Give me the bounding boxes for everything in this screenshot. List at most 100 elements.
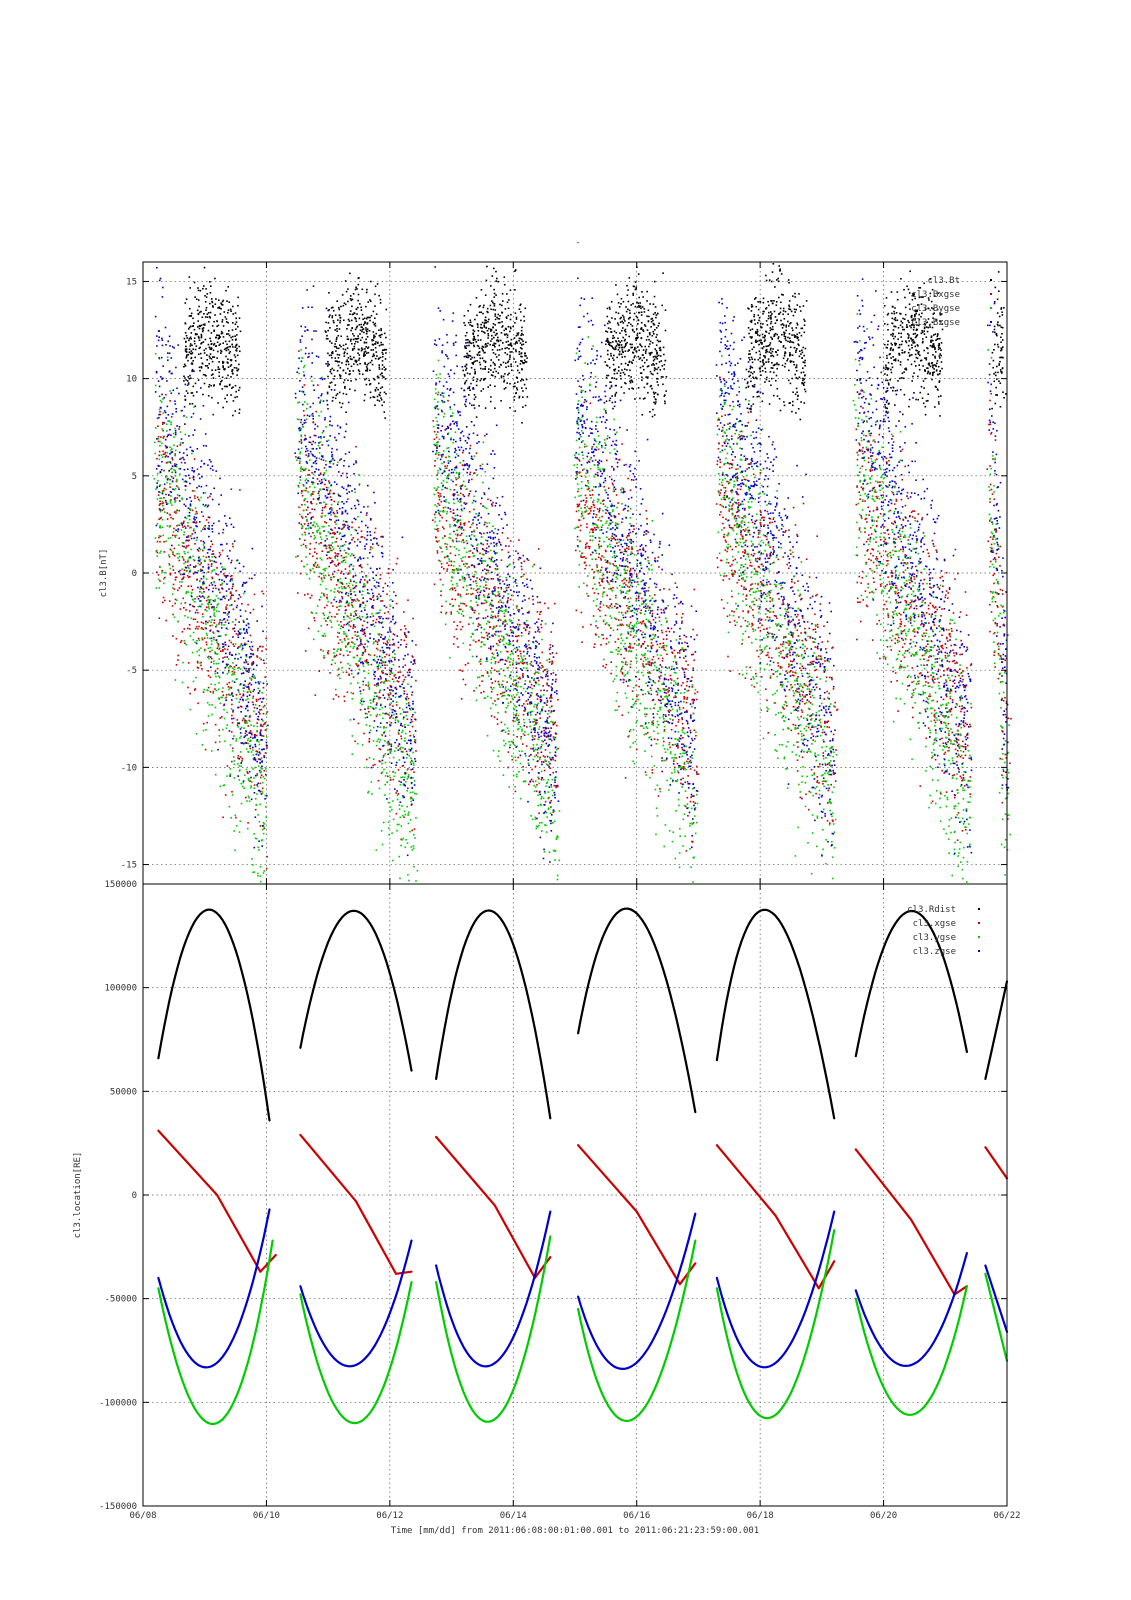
scatter-point-bt	[495, 356, 498, 358]
scatter-point-blue	[310, 375, 313, 378]
scatter-point-green	[178, 555, 181, 558]
scatter-point-red	[250, 648, 252, 650]
scatter-point-blue	[380, 636, 382, 638]
scatter-point-green	[371, 707, 374, 709]
scatter-point-blue	[344, 577, 347, 579]
scatter-point-green	[193, 528, 195, 530]
scatter-point-red	[302, 484, 305, 486]
scatter-point-green	[356, 673, 359, 675]
scatter-point-red	[209, 495, 211, 498]
scatter-point-blue	[354, 488, 356, 490]
scatter-point-green	[240, 628, 242, 631]
scatter-point-bt	[363, 352, 365, 355]
scatter-point-green	[265, 816, 267, 819]
scatter-point-green	[338, 667, 340, 670]
scatter-point-green	[325, 426, 327, 428]
scatter-point-red	[261, 787, 264, 790]
scatter-point-red	[373, 684, 376, 686]
scatter-point-blue	[244, 582, 247, 584]
scatter-point-red	[303, 499, 305, 502]
scatter-point-red	[314, 694, 317, 696]
scatter-point-red	[239, 705, 242, 708]
scatter-point-blue	[161, 378, 163, 380]
scatter-point-bt	[378, 393, 380, 396]
scatter-point-red	[344, 646, 347, 648]
scatter-point-green	[344, 561, 347, 564]
scatter-point-red	[188, 610, 191, 612]
scatter-point-green	[155, 488, 157, 490]
scatter-point-green	[231, 680, 234, 682]
scatter-point-red	[310, 502, 312, 504]
scatter-point-bt	[462, 369, 464, 372]
scatter-point-blue	[242, 780, 245, 782]
scatter-point-red	[318, 599, 321, 601]
scatter-point-green	[406, 790, 409, 792]
scatter-point-bt	[487, 333, 489, 335]
scatter-point-blue	[194, 519, 196, 521]
scatter-point-blue	[243, 628, 245, 631]
scatter-point-blue	[159, 277, 162, 280]
scatter-point-blue	[363, 628, 366, 631]
scatter-point-green	[217, 662, 220, 665]
scatter-point-blue	[258, 682, 260, 685]
scatter-point-red	[210, 661, 213, 663]
scatter-point-bt	[342, 344, 345, 347]
scatter-point-blue	[329, 435, 331, 437]
scatter-point-blue	[388, 647, 391, 649]
scatter-point-blue	[253, 574, 256, 576]
scatter-point-blue	[406, 742, 408, 744]
scatter-point-bt	[211, 369, 213, 371]
scatter-point-bt	[234, 360, 237, 362]
scatter-point-bt	[232, 335, 234, 338]
scatter-point-bt	[199, 369, 201, 372]
scatter-point-red	[262, 592, 265, 595]
scatter-point-green	[175, 465, 178, 468]
scatter-point-blue	[238, 594, 241, 596]
scatter-point-bt	[328, 386, 331, 388]
scatter-point-red	[335, 554, 337, 557]
scatter-point-red	[392, 778, 395, 781]
scatter-point-red	[317, 384, 319, 386]
scatter-point-red	[298, 440, 301, 443]
scatter-point-green	[218, 682, 220, 684]
scatter-point-bt	[497, 336, 499, 339]
scatter-point-green	[299, 451, 302, 453]
scatter-point-blue	[230, 561, 232, 564]
scatter-point-bt	[385, 348, 387, 351]
scatter-point-bt	[366, 364, 369, 366]
scatter-point-red	[318, 670, 321, 672]
scatter-point-bt	[330, 354, 333, 356]
scatter-point-blue	[346, 622, 349, 625]
scatter-point-bt	[209, 281, 211, 283]
scatter-point-green	[367, 664, 370, 666]
scatter-point-red	[365, 514, 368, 516]
scatter-point-red	[180, 522, 183, 524]
scatter-point-green	[306, 518, 308, 521]
scatter-point-blue	[377, 658, 380, 661]
scatter-point-red	[175, 512, 177, 514]
scatter-point-blue	[384, 636, 386, 638]
scatter-point-green	[395, 701, 398, 703]
scatter-point-green	[221, 582, 224, 585]
scatter-point-red	[472, 592, 474, 595]
scatter-point-bt	[222, 406, 224, 409]
scatter-point-bt	[187, 382, 190, 384]
scatter-point-bt	[507, 340, 509, 343]
scatter-point-blue	[193, 516, 196, 518]
scatter-point-bt	[185, 341, 187, 343]
scatter-point-red	[388, 669, 391, 671]
scatter-point-bt	[220, 303, 223, 306]
scatter-point-red	[407, 697, 410, 700]
scatter-point-red	[397, 793, 400, 795]
scatter-point-bt	[362, 373, 364, 376]
scatter-point-green	[208, 657, 210, 660]
scatter-point-blue	[210, 637, 213, 640]
scatter-point-bt	[502, 325, 504, 327]
scatter-point-red	[411, 694, 413, 696]
scatter-point-green	[177, 557, 179, 559]
scatter-point-blue	[223, 618, 226, 620]
scatter-point-red	[397, 677, 400, 679]
scatter-point-blue	[408, 704, 411, 707]
scatter-point-bt	[356, 325, 359, 328]
scatter-point-green	[319, 488, 321, 490]
